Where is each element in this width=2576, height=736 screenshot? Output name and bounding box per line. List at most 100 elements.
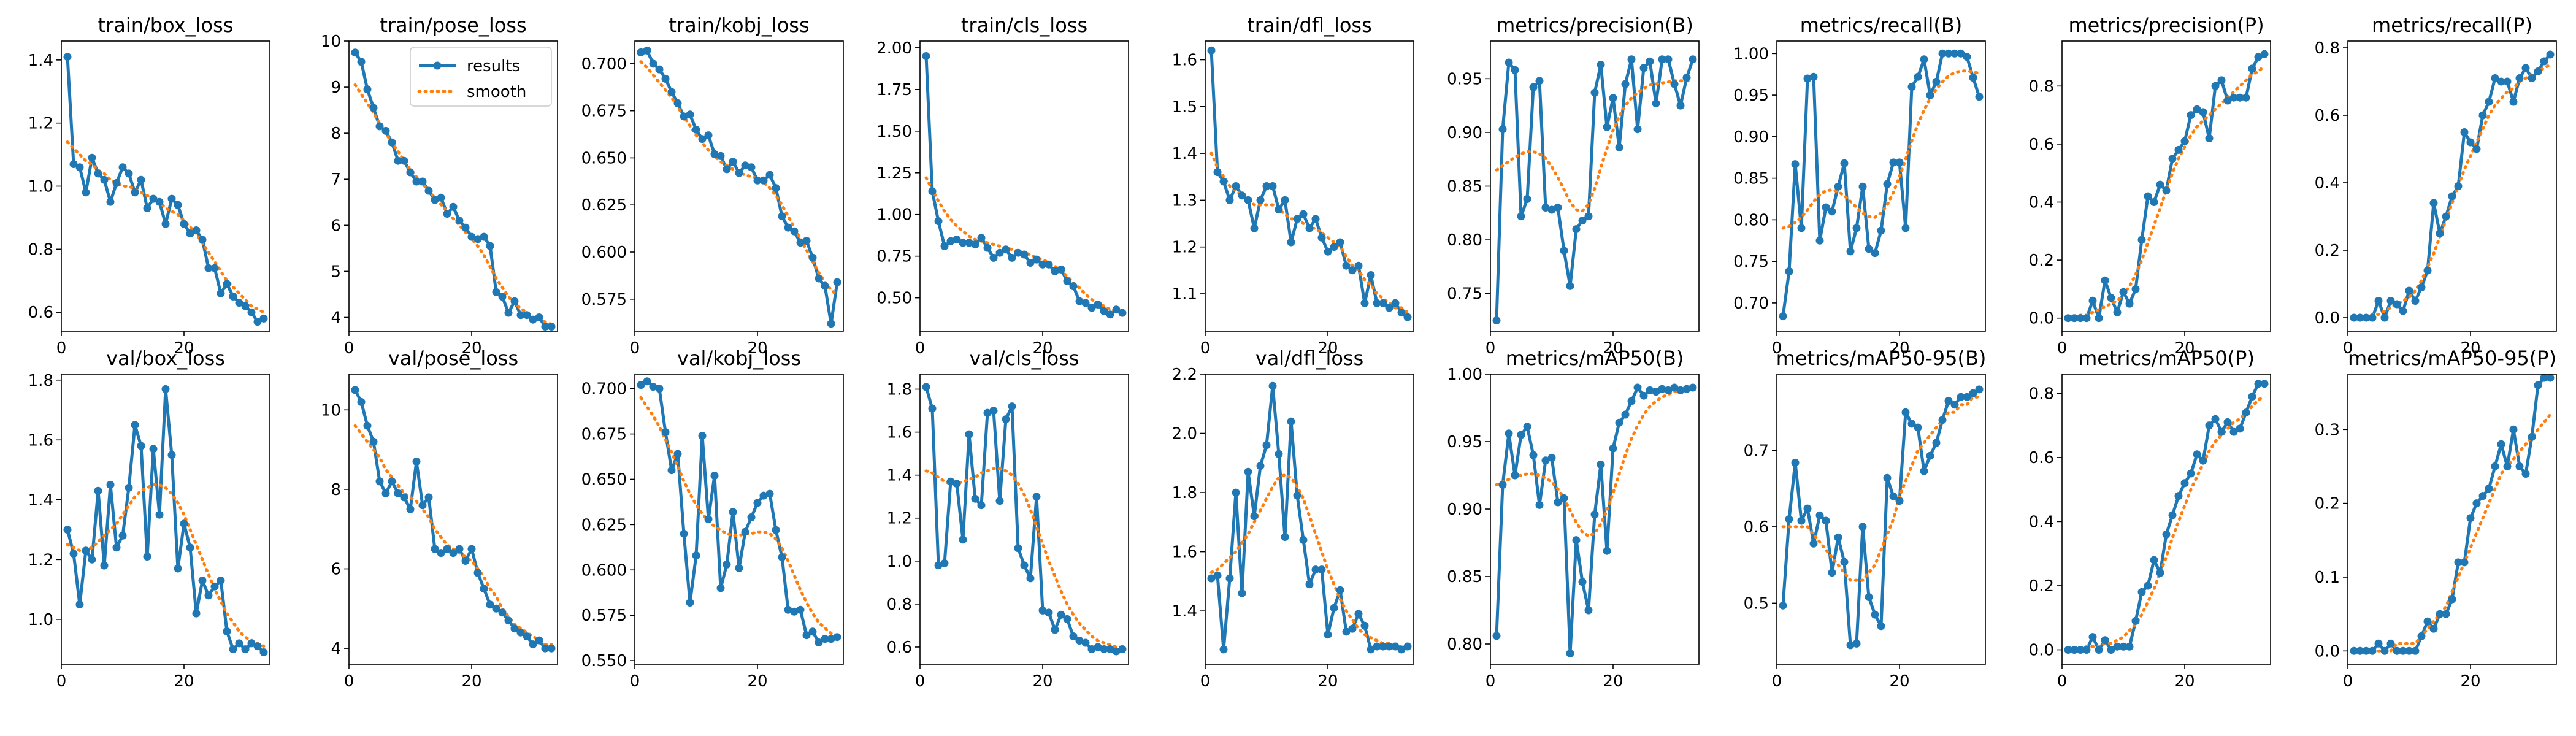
results-data-point [649,383,657,391]
results-data-point [94,486,102,495]
results-data-point [1008,253,1016,262]
results-data-point [802,631,811,640]
results-data-point [2144,581,2152,590]
y-tick-label: 0.2 [2029,577,2054,596]
results-data-point [1219,177,1228,186]
y-tick-label: 0.95 [1447,70,1482,88]
results-data-point [186,543,194,552]
results-data-point [1815,511,1824,519]
results-data-point [2460,558,2469,567]
results-data-point [180,220,188,228]
results-data-point [2454,182,2463,190]
results-data-point [1523,195,1531,203]
results-data-point [63,526,72,534]
chart-panel: metrics/recall(P) 0 20 0.0 0.2 0.4 0.6 0.8 [2315,13,2557,358]
results-data-point [1926,451,1934,460]
results-data-point [983,408,992,417]
x-tick-label: 20 [1032,339,1052,358]
y-tick-label: 0.85 [1447,568,1482,586]
results-data-point [729,508,737,516]
results-data-point [2156,180,2164,189]
results-data-point [1511,471,1519,480]
y-tick-label: 6 [331,217,341,235]
results-data-point [100,175,109,184]
results-data-point [1883,473,1892,482]
results-data-point [418,501,427,510]
results-data-point [2156,569,2164,577]
results-data-point [2429,624,2438,633]
results-data-point [1828,207,1836,216]
legend-results-marker [433,61,442,70]
y-tick-label: 0.5 [1744,594,1769,613]
results-data-point [1057,265,1065,274]
results-data-point [437,193,445,202]
results-data-point [2070,314,2079,323]
results-data-point [1658,55,1666,64]
y-tick-label: 0.4 [2029,513,2054,531]
y-tick-label: 0.80 [1447,635,1482,654]
results-data-point [710,150,719,158]
results-data-point [192,609,201,618]
results-data-point [1118,645,1127,653]
results-data-point [1250,512,1259,521]
results-data-point [1087,645,1096,653]
chart-panel: val/box_loss 0 20 1.0 1.2 1.4 1.6 1.8 [28,347,270,691]
results-data-point [815,638,823,646]
results-data-point [1014,248,1022,257]
results-data-point [2436,610,2444,618]
results-data-point [473,235,482,243]
results-data-point [535,636,543,645]
results-data-point [802,237,811,245]
y-tick-label: 0.75 [876,248,912,266]
results-data-point [1075,637,1084,645]
results-data-point [1938,49,1947,58]
results-data-point [704,131,713,140]
results-data-point [1311,565,1320,574]
results-data-point [1336,238,1344,247]
results-data-point [1505,58,1513,67]
y-tick-label: 1.2 [28,115,53,133]
results-data-point [1342,627,1351,636]
results-data-point [1330,604,1338,612]
results-data-point [815,274,823,283]
axes-frame [61,374,270,665]
results-data-point [498,608,507,617]
y-tick-label: 0.3 [2315,421,2340,439]
results-data-point [1590,510,1599,519]
results-data-point [131,188,139,197]
x-tick-label: 20 [1032,672,1052,691]
chart-title: metrics/mAP50-95(B) [1776,347,1987,370]
y-tick-label: 0.90 [1733,128,1769,147]
results-data-point [400,156,408,165]
results-data-point [118,163,127,172]
results-data-point [2350,313,2358,322]
y-tick-label: 0.4 [2315,174,2340,193]
y-tick-label: 2.2 [1172,366,1197,384]
results-data-point [1834,533,1842,542]
y-tick-label: 1.4 [1172,602,1197,621]
axes-frame [61,40,270,332]
results-data-point [1397,645,1406,654]
results-data-point [204,591,213,600]
results-data-point [2405,286,2413,295]
results-data-point [131,421,139,429]
results-data-point [143,204,151,212]
results-data-point [2101,636,2109,645]
results-data-point [1063,615,1071,623]
results-data-point [747,513,756,521]
results-data-point [473,569,482,577]
results-data-point [529,315,537,324]
results-data-point [1505,429,1513,438]
legend-label: smooth [467,83,526,101]
results-data-point [790,607,799,616]
results-data-point [1051,267,1059,275]
results-data-point [2125,642,2134,651]
chart-title: metrics/mAP50-95(P) [2348,347,2556,370]
results-data-point [2254,380,2263,388]
y-tick-label: 0.8 [28,240,53,259]
results-data-point [2162,530,2171,539]
x-tick-label: 20 [174,339,194,358]
results-data-point [2119,288,2128,296]
results-data-point [971,240,979,249]
